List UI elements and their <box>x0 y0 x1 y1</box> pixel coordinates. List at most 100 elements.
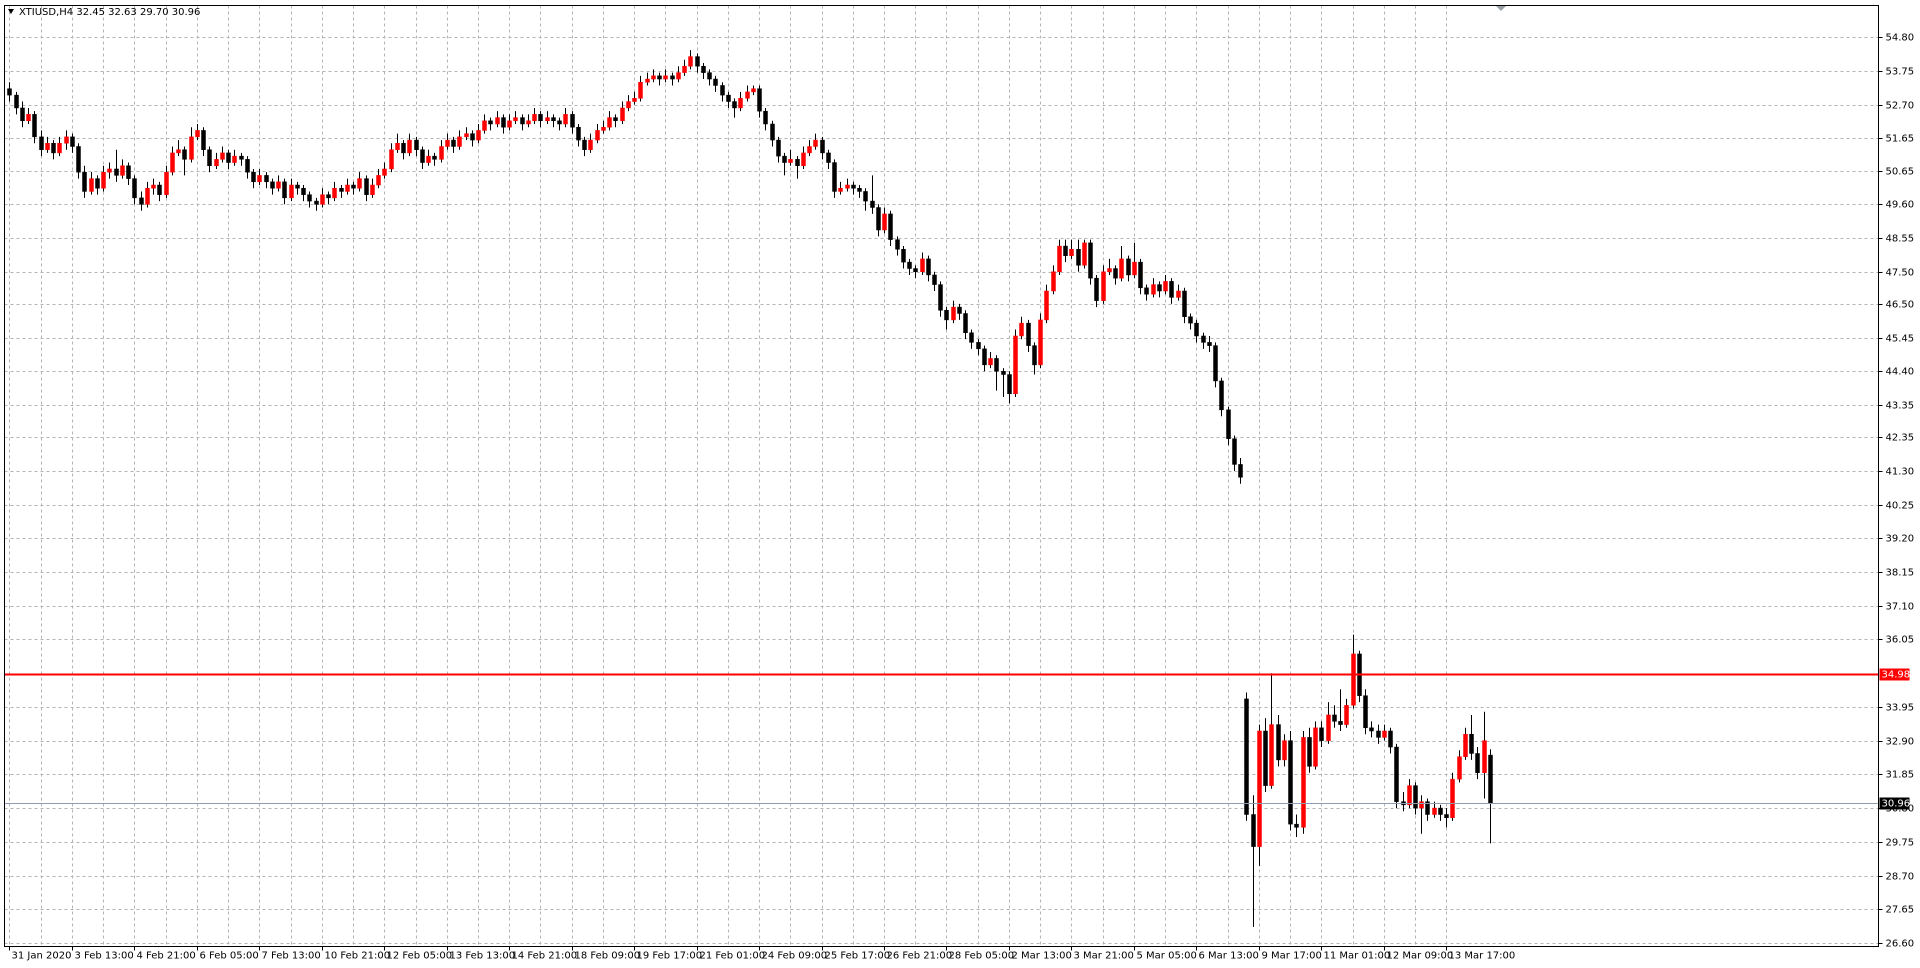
candle-body <box>926 258 931 276</box>
candle-body <box>420 149 425 163</box>
candle-body <box>45 143 50 150</box>
candle-body <box>1276 724 1281 761</box>
candle-body <box>1144 287 1149 295</box>
y-tick-label: 46.50 <box>1886 300 1915 311</box>
x-tick-label: 24 Feb 09:00 <box>762 951 828 962</box>
candle-body <box>257 175 262 183</box>
price-label-bg <box>1879 668 1910 681</box>
x-tick-label: 21 Feb 01:00 <box>700 951 766 962</box>
plot-frame <box>4 5 1879 947</box>
candle-body <box>501 117 506 128</box>
candle-body <box>688 56 693 67</box>
candle-body <box>1419 801 1424 809</box>
candle-body <box>1138 261 1143 289</box>
candle-body <box>1288 740 1293 825</box>
y-tick-label: 36.05 <box>1886 635 1915 646</box>
candle-body <box>1176 290 1181 298</box>
y-tick-label: 52.70 <box>1886 101 1915 112</box>
menu-triangle[interactable] <box>8 9 14 14</box>
candle-body <box>26 114 31 122</box>
candle-body <box>588 139 593 150</box>
candle-body <box>1094 277 1099 301</box>
candle-body <box>70 136 75 147</box>
candle-body <box>157 184 162 195</box>
candle-body <box>389 149 394 170</box>
candle-body <box>1307 737 1312 767</box>
candle-body <box>838 187 843 192</box>
candle-body <box>345 184 350 192</box>
x-tick-label: 28 Feb 05:00 <box>949 951 1015 962</box>
x-tick-label: 13 Mar 17:00 <box>1449 951 1516 962</box>
candle-body <box>57 143 62 154</box>
candle-body <box>295 184 300 189</box>
candle-body <box>651 75 656 80</box>
y-tick-label: 37.10 <box>1886 602 1915 613</box>
candle-body <box>1069 249 1074 256</box>
y-tick-label: 44.40 <box>1886 367 1915 378</box>
candle-body <box>807 146 812 154</box>
candle-body <box>1294 823 1299 828</box>
y-tick-label: 54.80 <box>1886 33 1915 44</box>
x-tick-label: 12 Feb 05:00 <box>387 951 453 962</box>
candle-body <box>245 159 250 173</box>
candle-body <box>1232 438 1237 465</box>
candle-body <box>1213 345 1218 382</box>
candle-body <box>1425 801 1430 815</box>
candle-body <box>314 200 319 205</box>
candle-body <box>920 258 925 272</box>
candle-body <box>101 171 106 189</box>
x-tick-label: 25 Feb 17:00 <box>825 951 891 962</box>
candle-body <box>14 94 19 109</box>
candle-body <box>432 155 437 160</box>
candle-body <box>220 152 225 160</box>
candle-body <box>207 149 212 167</box>
y-tick-label: 27.65 <box>1886 905 1915 916</box>
candle-body <box>1019 322 1024 337</box>
candle-body <box>657 75 662 80</box>
candle-body <box>570 114 575 128</box>
candle-body <box>982 348 987 366</box>
y-tick-label: 31.85 <box>1886 770 1915 781</box>
candle-body <box>632 98 637 102</box>
candle-body <box>576 126 581 141</box>
y-tick-label: 49.60 <box>1886 200 1915 211</box>
y-tick-label: 32.90 <box>1886 737 1915 748</box>
candle-body <box>439 146 444 160</box>
candle-body <box>1469 733 1474 754</box>
candle-body <box>1457 756 1462 780</box>
candle-body <box>1388 730 1393 748</box>
candle-body <box>320 194 325 205</box>
candle-body <box>289 184 294 199</box>
candle-body <box>251 171 256 183</box>
candle-body <box>620 107 625 122</box>
x-tick-label: 9 Mar 17:00 <box>1262 951 1322 962</box>
x-tick-label: 3 Mar 21:00 <box>1074 951 1134 962</box>
candle-body <box>495 117 500 125</box>
candle-body <box>1238 464 1243 478</box>
candle-body <box>738 98 743 109</box>
candle-body <box>988 358 993 366</box>
candle-body <box>1450 778 1455 818</box>
candle-body <box>870 200 875 208</box>
candle-body <box>1432 807 1437 815</box>
candle-body <box>282 181 287 199</box>
candle-body <box>382 168 387 176</box>
candle-body <box>751 88 756 93</box>
candle-body <box>776 139 781 157</box>
candle-body <box>1338 721 1343 725</box>
candle-body <box>1344 705 1349 725</box>
candle-body <box>663 75 668 80</box>
x-tick-label: 13 Feb 13:00 <box>450 951 516 962</box>
candle-body <box>1032 345 1037 366</box>
candle-body <box>339 187 344 192</box>
price-label-bg <box>1879 797 1910 810</box>
candle-body <box>1313 727 1318 767</box>
candle-body <box>1101 271 1106 301</box>
candle-body <box>1382 730 1387 738</box>
candle-body <box>307 194 312 202</box>
candle-body <box>713 78 718 86</box>
candles <box>7 50 1493 927</box>
shift-marker[interactable] <box>1496 6 1506 11</box>
